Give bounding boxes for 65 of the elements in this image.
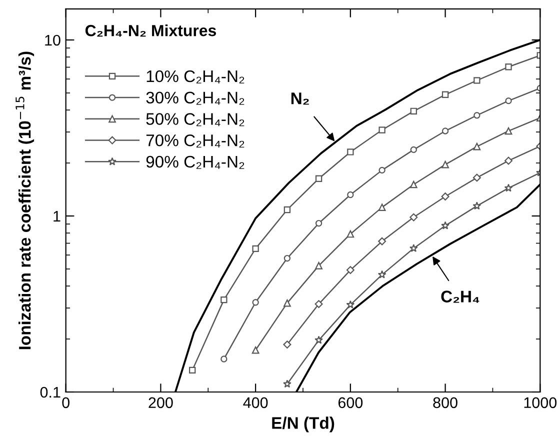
point: [252, 245, 259, 252]
point: [220, 296, 228, 304]
point: [284, 254, 291, 262]
text: C₂H₄-N₂ Mixtures: [85, 24, 216, 37]
point: [472, 202, 482, 210]
point: [442, 160, 449, 168]
y-tick-label: 0.1: [40, 386, 60, 398]
point: [315, 262, 322, 270]
point: [347, 148, 354, 156]
point: [441, 221, 450, 230]
point: [378, 204, 386, 211]
y-tick-label: 1: [54, 211, 60, 222]
x-tick-label: 200: [148, 397, 173, 408]
point: [189, 366, 196, 374]
point: [504, 127, 512, 135]
point: [504, 156, 512, 165]
point: [473, 142, 481, 150]
annotation: C₂H₄: [441, 290, 480, 303]
point: [346, 230, 354, 238]
point: [474, 112, 480, 119]
point: [283, 340, 292, 349]
y-axis-title: Ionization rate coefficient (10$^{−15}$ m³/s): [16, 52, 34, 350]
point: [378, 126, 386, 134]
point: [315, 220, 322, 227]
y-tick-label: 10: [45, 34, 60, 46]
legend-label: 90% C₂H₄-N₂: [146, 156, 244, 169]
x-tick-label: 600: [338, 397, 363, 408]
point: [442, 128, 449, 134]
point: [410, 180, 418, 188]
annotation: N₂: [291, 92, 309, 105]
point: [410, 108, 417, 114]
point: [442, 91, 449, 98]
point: [474, 77, 480, 84]
legend-label: 70% C₂H₄-N₂: [146, 134, 244, 148]
point: [220, 356, 228, 362]
point: [472, 174, 481, 182]
x-tick-label: 1000: [524, 397, 557, 408]
x-axis-title: E/N (Td): [272, 416, 334, 432]
legend-label: 10% C₂H₄-N₂: [146, 70, 244, 84]
point: [346, 266, 354, 274]
legend-label: 50% C₂H₄-N₂: [146, 113, 244, 126]
point: [284, 206, 291, 214]
point: [378, 166, 386, 174]
point: [347, 191, 354, 198]
point: [409, 244, 418, 252]
point: [284, 299, 291, 307]
point: [346, 300, 355, 308]
point: [314, 336, 323, 344]
x-tick-label: 400: [243, 397, 268, 408]
point: [441, 192, 450, 201]
point: [410, 213, 418, 222]
legend-label: 30% C₂H₄-N₂: [146, 92, 244, 105]
point: [378, 270, 386, 278]
point: [252, 346, 260, 354]
point: [410, 146, 417, 154]
point: [283, 380, 292, 388]
point: [378, 237, 386, 246]
x-tick-label: 800: [433, 397, 458, 408]
point: [505, 97, 512, 104]
point: [505, 64, 512, 70]
point: [314, 300, 323, 308]
point: [315, 175, 322, 182]
x-tick-label: 0: [62, 397, 70, 408]
point: [504, 184, 513, 192]
point: [252, 299, 259, 306]
